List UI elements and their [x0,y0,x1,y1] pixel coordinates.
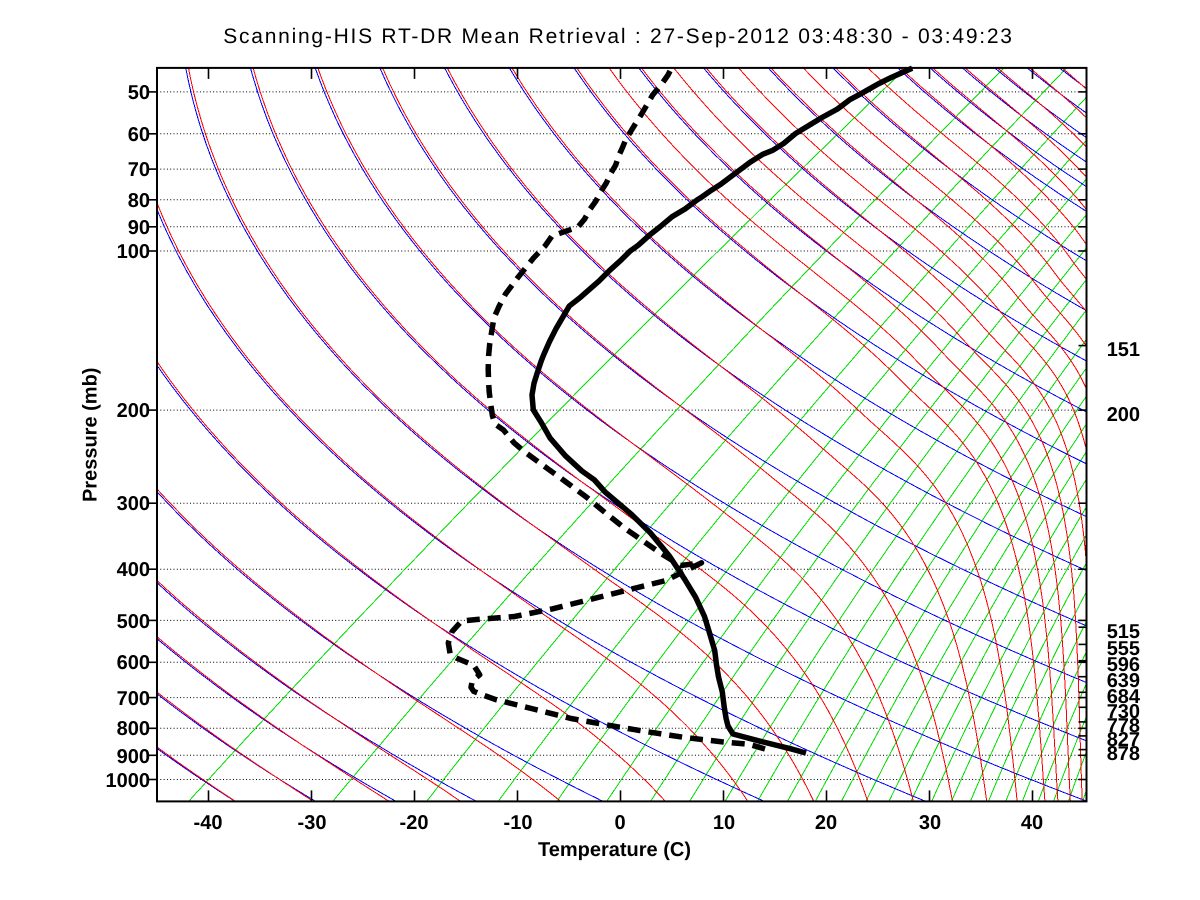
svg-text:0: 0 [614,812,625,834]
svg-text:151: 151 [1107,339,1140,361]
svg-text:90: 90 [128,217,150,239]
svg-text:-10: -10 [504,812,533,834]
svg-text:600: 600 [117,652,150,674]
svg-text:639: 639 [1107,670,1140,692]
svg-text:20: 20 [815,812,837,834]
svg-text:200: 200 [1107,404,1140,426]
svg-text:778: 778 [1107,715,1140,737]
svg-text:827: 827 [1107,729,1140,751]
svg-text:900: 900 [117,746,150,768]
svg-text:40: 40 [1021,812,1043,834]
svg-text:300: 300 [117,493,150,515]
svg-text:60: 60 [128,124,150,146]
svg-text:800: 800 [117,718,150,740]
svg-text:30: 30 [919,812,941,834]
svg-text:515: 515 [1107,621,1140,643]
svg-text:1000: 1000 [106,770,151,792]
svg-text:878: 878 [1107,743,1140,765]
svg-text:Temperature (C): Temperature (C) [538,839,691,861]
svg-text:100: 100 [117,241,150,263]
svg-text:500: 500 [117,611,150,633]
svg-text:200: 200 [117,400,150,422]
svg-text:Pressure (mb): Pressure (mb) [80,368,102,503]
svg-text:700: 700 [117,688,150,710]
svg-text:555: 555 [1107,638,1140,660]
svg-text:400: 400 [117,559,150,581]
svg-text:-20: -20 [400,812,429,834]
svg-text:596: 596 [1107,654,1140,676]
svg-text:684: 684 [1107,686,1141,708]
svg-text:10: 10 [713,812,735,834]
svg-text:80: 80 [128,190,150,212]
svg-text:Scanning-HIS RT-DR Mean Retrie: Scanning-HIS RT-DR Mean Retrieval : 27-S… [223,25,1013,48]
svg-text:70: 70 [128,159,150,181]
svg-text:730: 730 [1107,701,1140,723]
svg-text:-40: -40 [194,812,223,834]
svg-text:50: 50 [128,82,150,104]
svg-text:-30: -30 [298,812,327,834]
